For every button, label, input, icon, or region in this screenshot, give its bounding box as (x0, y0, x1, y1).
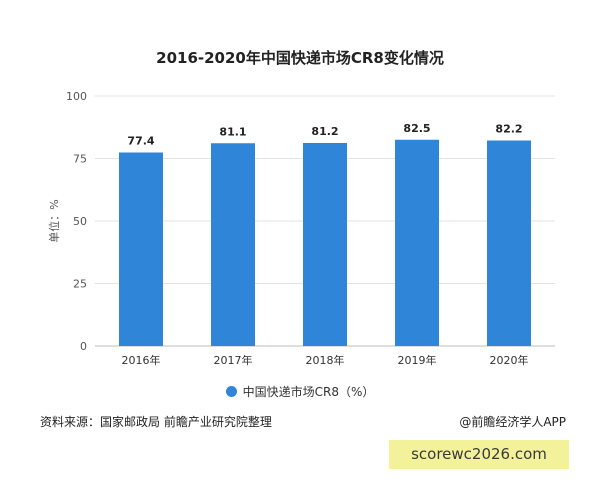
data-label: 81.2 (311, 125, 338, 138)
legend-label: 中国快递市场CR8（%） (242, 385, 375, 399)
y-axis-label: 单位：% (47, 199, 61, 242)
x-tick-label: 2016年 (122, 353, 161, 367)
x-tick-label: 2020年 (490, 353, 529, 367)
y-tick-label: 75 (73, 153, 87, 166)
data-label: 82.2 (495, 123, 522, 136)
bar (119, 152, 163, 346)
bar (395, 139, 439, 346)
y-tick-label: 25 (73, 278, 87, 291)
source-note: 资料来源：国家邮政局 前瞻产业研究院整理 (40, 415, 272, 429)
bar (211, 143, 255, 346)
bar (487, 140, 531, 346)
data-label: 81.1 (219, 125, 246, 138)
x-tick-label: 2017年 (214, 353, 253, 367)
legend[interactable]: 中国快递市场CR8（%） (0, 383, 600, 400)
x-tick-label: 2019年 (398, 353, 437, 367)
watermark-badge: scorewc2026.com (389, 440, 569, 469)
data-label: 82.5 (403, 122, 430, 135)
y-tick-label: 0 (80, 340, 87, 353)
legend-dot-icon (225, 386, 237, 397)
chart-title: 2016-2020年中国快递市场CR8变化情况 (156, 49, 444, 67)
y-tick-label: 50 (73, 215, 87, 228)
x-tick-label: 2018年 (306, 353, 345, 367)
credit-note: @前瞻经济学人APP (459, 415, 566, 429)
y-tick-label: 100 (66, 90, 87, 103)
data-label: 77.4 (127, 135, 154, 148)
bar (303, 143, 347, 346)
